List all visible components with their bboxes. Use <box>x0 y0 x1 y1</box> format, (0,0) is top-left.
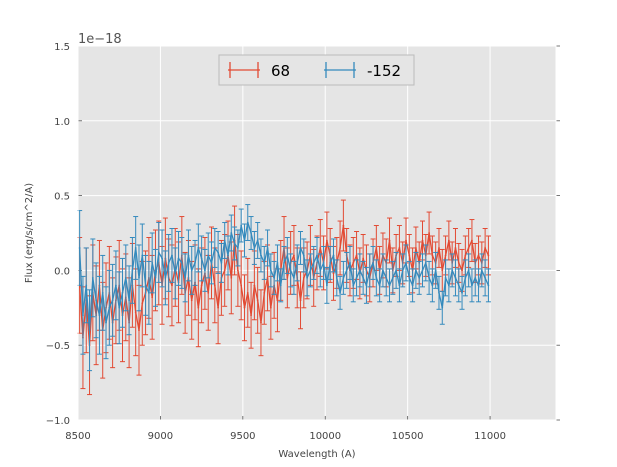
plot-background <box>78 46 556 420</box>
y-tick-label: 0.5 <box>54 192 70 203</box>
legend-label: -152 <box>367 62 401 80</box>
y-tick-label: 1.5 <box>54 42 70 53</box>
x-axis-label: Wavelength (A) <box>278 449 355 460</box>
x-tick-label: 10000 <box>309 431 341 442</box>
plot-frame <box>77 45 557 421</box>
y-tick-label: −0.5 <box>46 341 70 352</box>
x-tick-label: 9500 <box>230 431 255 442</box>
series-layer <box>77 45 557 421</box>
series-line <box>78 222 489 331</box>
y-tick-label: −1.0 <box>46 416 70 427</box>
x-tick-label: 10500 <box>392 431 424 442</box>
x-tick-label: 11000 <box>474 431 506 442</box>
y-offset-label: 1e−18 <box>78 32 122 47</box>
legend-label: 68 <box>271 62 290 80</box>
x-tick-label: 9000 <box>148 431 173 442</box>
y-tick-label: 0.0 <box>54 266 70 277</box>
axis-ticks: 8500 9000 9500 10000 10500 11000 −1.0 −0.5 0.0 0.… <box>46 42 560 442</box>
y-axis-label: Flux (erg/s/cm^2/A) <box>24 183 35 283</box>
legend: 68 -152 <box>218 54 415 86</box>
series-blue <box>77 204 491 372</box>
y-tick-label: 1.0 <box>54 117 70 128</box>
x-tick-label: 8500 <box>65 431 90 442</box>
